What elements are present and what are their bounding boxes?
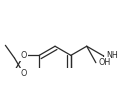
Text: O: O <box>20 69 27 78</box>
Text: NH: NH <box>106 51 118 60</box>
Text: O: O <box>20 51 27 60</box>
Text: OH: OH <box>98 58 110 67</box>
